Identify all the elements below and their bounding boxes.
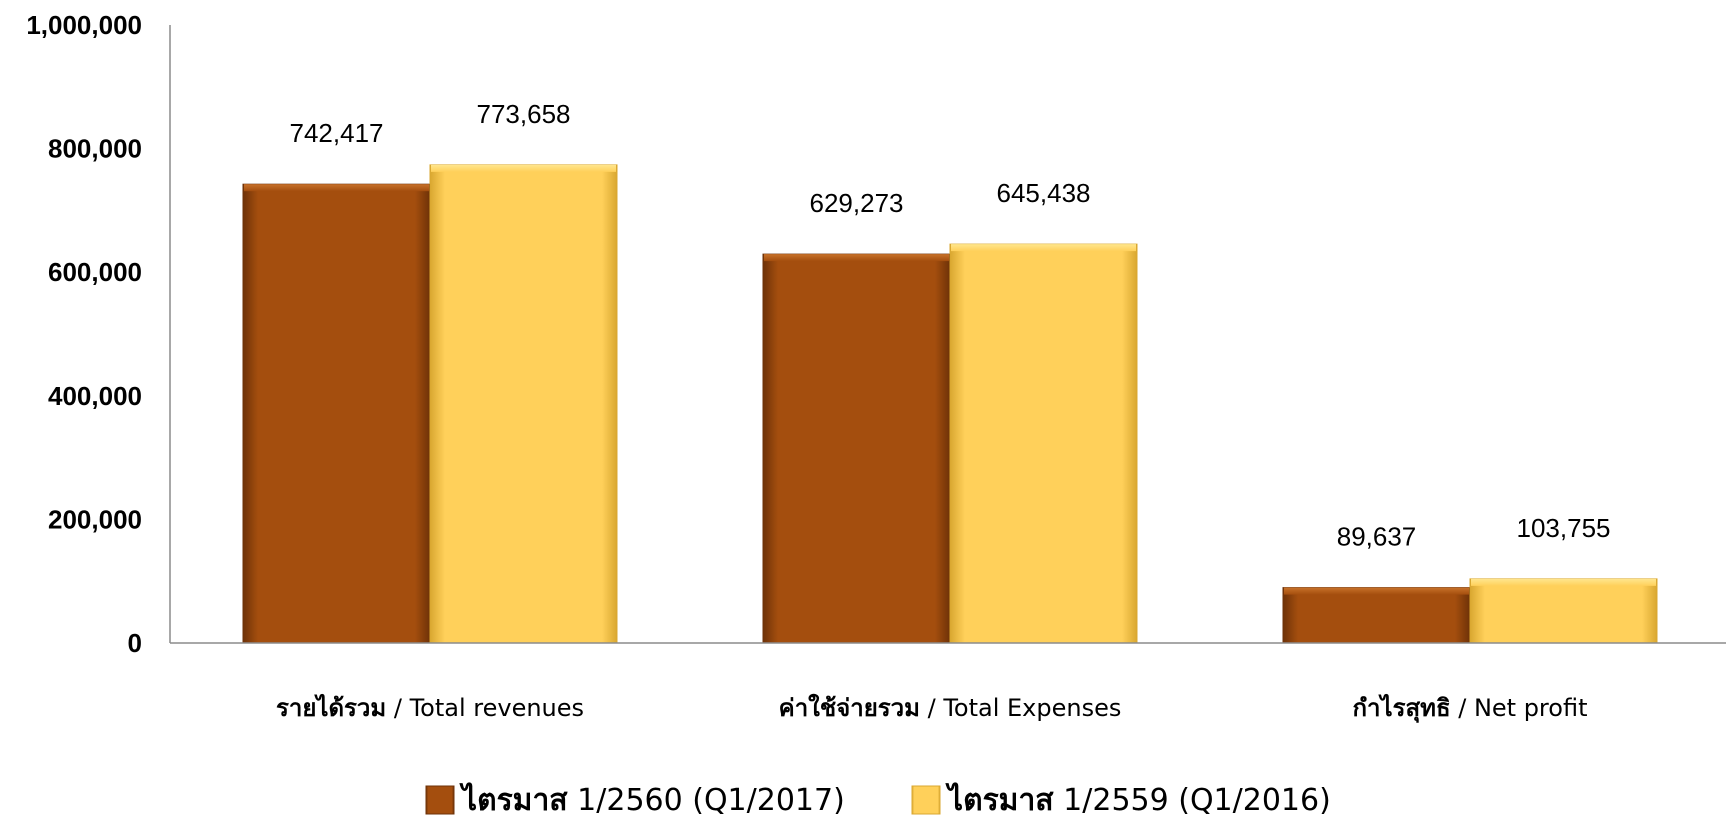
y-tick-label: 200,000 [48,504,142,534]
y-tick-label: 400,000 [48,381,142,411]
legend-entry: ไตรมาส 1/2560 (Q1/2017) [459,782,845,817]
bar-bevel [1284,587,1469,595]
x-tick-label-english: / Total revenues [386,694,584,722]
x-tick-label-thai: รายได้รวม [276,693,386,722]
legend-entry-rest: 1/2559 (Q1/2016) [1054,783,1331,817]
legend-entry-rest: 1/2560 (Q1/2017) [568,783,845,817]
bar [242,183,431,644]
x-tick-label-thai: กำไรสุทธิ [1353,693,1451,724]
x-tick-label-english: / Total Expenses [920,694,1121,722]
legend-entry-thai: ไตรมาส [459,782,568,817]
legend-swatch [425,785,455,815]
data-label: 103,755 [1517,513,1611,543]
data-label: 89,637 [1337,522,1417,552]
bar-bevel [244,184,429,192]
x-tick-label: กำไรสุทธิ / Net profit [1353,693,1588,724]
bar-bevel [1471,578,1656,586]
bar [949,243,1138,644]
bar [762,253,951,644]
data-label: 645,438 [997,178,1091,208]
x-tick-label: รายได้รวม / Total revenues [276,693,584,722]
legend-entry-thai: ไตรมาส [945,782,1054,817]
bar [1282,587,1471,644]
bar-bevel [764,254,949,262]
bar [429,164,618,644]
x-axis: รายได้รวม / Total revenues ค่าใช้จ่ายรวม … [170,642,1726,724]
bars: 742,417 773,658 629,273 645,438 89,637 103,75… [242,99,1658,644]
legend-swatch [911,785,941,815]
legend-entry: ไตรมาส 1/2559 (Q1/2016) [945,782,1331,817]
y-tick-label: 600,000 [48,257,142,287]
legend: ไตรมาส 1/2560 (Q1/2017) ไตรมาส 1/2559 (Q1… [425,782,1331,817]
data-label: 742,417 [290,118,384,148]
y-tick-label: 800,000 [48,134,142,164]
y-tick-label: 0 [128,628,142,658]
y-axis: 0 200,000 400,000 600,000 800,000 1,000,000 [26,10,171,658]
x-tick-label-english: / Net profit [1451,694,1588,722]
bar-bevel [951,244,1136,252]
data-label: 773,658 [477,99,571,129]
data-label: 629,273 [810,188,904,218]
x-tick-label-thai: ค่าใช้จ่ายรวม [779,693,920,722]
bar-bevel [431,164,616,172]
y-tick-label: 1,000,000 [26,10,142,40]
bar [1469,578,1658,644]
x-tick-label: ค่าใช้จ่ายรวม / Total Expenses [779,693,1122,722]
